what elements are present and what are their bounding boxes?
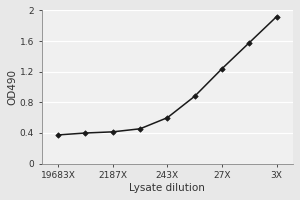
Y-axis label: OD490: OD490 [7,69,17,105]
X-axis label: Lysate dilution: Lysate dilution [130,183,205,193]
